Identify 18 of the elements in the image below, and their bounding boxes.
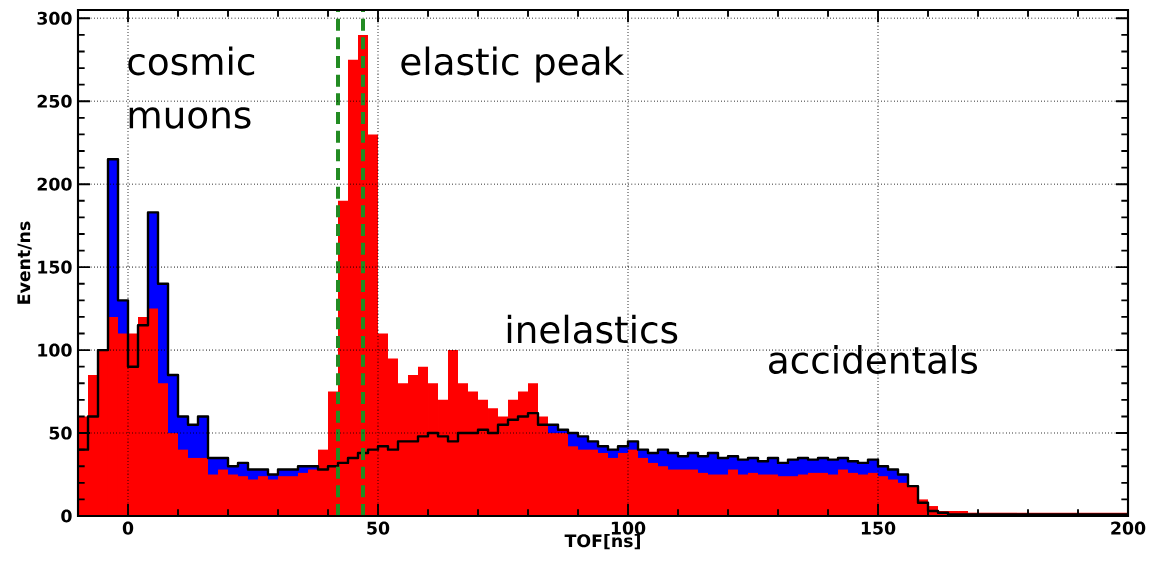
y-tick-label: 250 — [37, 94, 72, 108]
y-tick-label: 300 — [37, 11, 72, 25]
x-tick-label: 100 — [611, 521, 646, 535]
x-axis-title: TOF[ns] — [564, 533, 640, 550]
x-tick-label: 200 — [1111, 521, 1146, 535]
annotation: accidentals — [769, 345, 978, 374]
y-tick-label: 100 — [38, 343, 72, 357]
y-axis-title: Event/ns — [17, 221, 32, 304]
annotation: elastic peak — [401, 46, 625, 83]
annotation: inelastics — [507, 314, 678, 344]
y-tick-label: 150 — [38, 260, 72, 274]
y-tick-label: 200 — [37, 177, 72, 191]
y-tick-label: 0 — [61, 509, 72, 523]
annotation: cosmic muons — [128, 46, 255, 129]
y-tick-label: 50 — [49, 426, 72, 440]
x-tick-label: 50 — [367, 521, 390, 535]
x-tick-label: 0 — [122, 521, 134, 535]
x-tick-label: 150 — [861, 521, 896, 535]
